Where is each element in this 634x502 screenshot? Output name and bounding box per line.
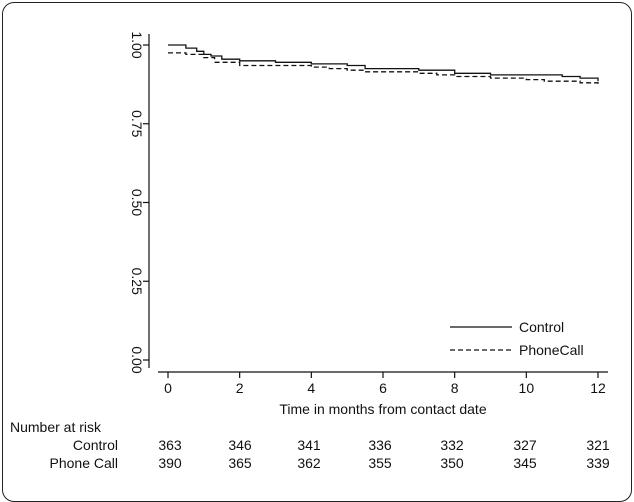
risk-table: Number at risk Control 363 346 341 336 332 327 3… [10,419,610,471]
series-line-control [168,45,598,81]
legend-label-phonecall: PhoneCall [519,342,584,358]
x-tick-label: 0 [164,380,172,396]
risk-value: 355 [368,455,392,471]
y-tick-label: 0.00 [129,346,145,373]
risk-value: 327 [513,437,537,453]
y-tick-label: 0.75 [129,110,145,137]
survival-chart: 0.00 0.25 0.50 0.75 1.00 0 2 4 6 8 10 12 Control Pho… [0,0,634,474]
series-lines [168,45,598,86]
x-tick-label: 2 [236,380,244,396]
series-line-phonecall [168,53,598,86]
risk-value: 363 [158,437,182,453]
risk-value: 339 [586,455,610,471]
risk-table-title: Number at risk [10,419,102,435]
risk-row-label: Phone Call [50,455,119,471]
risk-value: 341 [297,437,321,453]
x-axis-title: Time in months from contact date [279,401,486,417]
risk-value: 350 [440,455,464,471]
legend: Control PhoneCall [450,319,584,358]
risk-value: 346 [228,437,252,453]
risk-value: 365 [228,455,252,471]
y-tick-label: 0.50 [129,189,145,216]
risk-value: 390 [158,455,182,471]
legend-label-control: Control [519,319,564,335]
risk-value: 362 [297,455,321,471]
y-tick-label: 0.25 [129,268,145,295]
x-tick-label: 6 [379,380,387,396]
risk-value: 336 [368,437,392,453]
risk-row-label: Control [73,437,118,453]
risk-value: 332 [440,437,464,453]
x-tick-label: 4 [307,380,315,396]
risk-value: 321 [586,437,610,453]
x-tick-label: 8 [451,380,459,396]
x-tick-label: 12 [590,380,606,396]
x-tick-label: 10 [519,380,535,396]
y-tick-label: 1.00 [129,31,145,58]
risk-value: 345 [513,455,537,471]
